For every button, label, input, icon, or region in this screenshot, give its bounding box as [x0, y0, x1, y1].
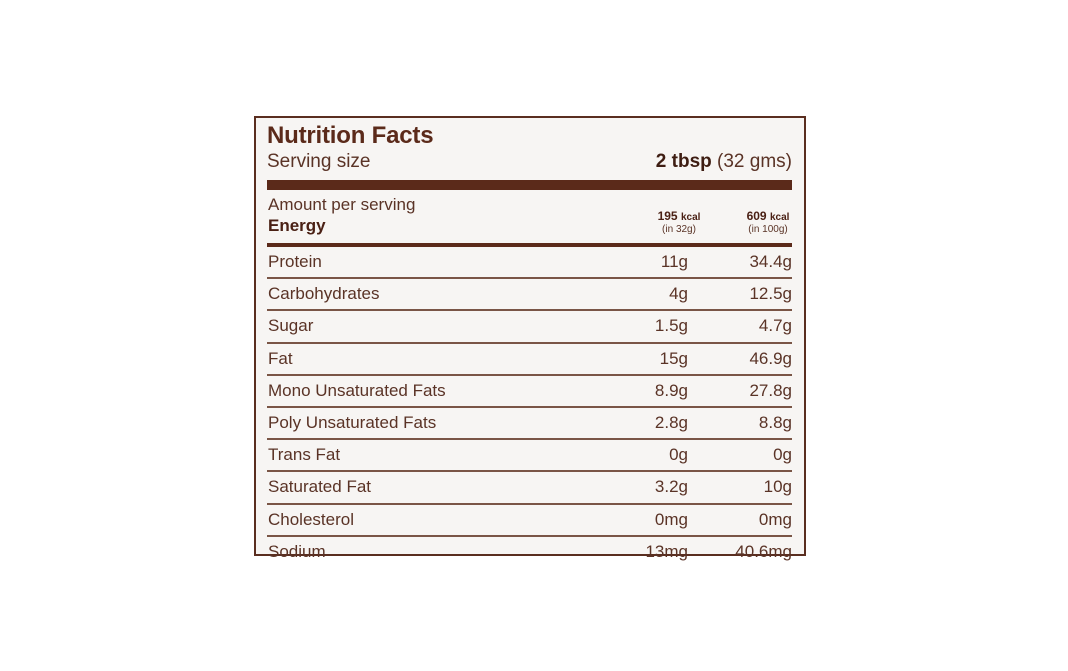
- nutrient-list: Protein 11g 34.4g Carbohydrates 4g 12.5g Sugar…: [267, 247, 792, 569]
- serving-size-row: Serving size 2 tbsp (32 gms): [267, 150, 792, 174]
- nutrient-per-100g: 8.8g: [758, 412, 792, 432]
- nutrient-row: Fat 15g 46.9g: [267, 344, 792, 376]
- nutrient-per-100g: 27.8g: [749, 380, 792, 400]
- energy-per-100g-value: 609: [746, 209, 767, 223]
- amount-per-serving-label: Amount per serving: [268, 195, 416, 214]
- energy-per-serving-unit: kcal: [680, 212, 701, 223]
- nutrient-per-100g: 46.9g: [749, 348, 792, 368]
- nutrient-name: Trans Fat: [268, 445, 341, 465]
- energy-per-serving-basis: (in 32g): [662, 224, 696, 235]
- energy-row: Amount per serving Energy 195 kcal (in 3…: [267, 190, 792, 243]
- nutrient-per-100g: 0mg: [758, 509, 792, 529]
- serving-size-detail: (32 gms): [717, 151, 792, 172]
- nutrient-row: Sugar 1.5g 4.7g: [267, 311, 792, 344]
- nutrient-per-100g: 0g: [773, 445, 792, 465]
- nutrient-name: Protein: [268, 252, 322, 271]
- nutrient-per-100g: 34.4g: [749, 252, 792, 271]
- energy-per-100g-basis: (in 100g): [748, 224, 788, 235]
- nutrition-facts-label: Nutrition Facts Serving size 2 tbsp (32 …: [254, 116, 806, 561]
- nutrient-row: Mono Unsaturated Fats 8.9g 27.8g: [267, 376, 792, 408]
- energy-per-serving-value: 195: [657, 209, 678, 223]
- medium-divider: [267, 243, 792, 247]
- energy-per-serving: 195 kcal (in 32g): [649, 210, 709, 236]
- nutrient-row: Trans Fat 0g 0g: [267, 440, 792, 473]
- nutrient-name: Carbohydrates: [268, 284, 380, 304]
- nutrient-per-serving: 15g: [659, 348, 688, 368]
- nutrient-row: Poly Unsaturated Fats 2.8g 8.8g: [267, 408, 792, 441]
- nutrient-name: Poly Unsaturated Fats: [268, 412, 437, 432]
- nutrient-per-serving: 0g: [669, 445, 688, 465]
- nutrient-row: Sodium 13mg 40.6mg: [267, 537, 792, 569]
- serving-size-amount: 2 tbsp: [655, 151, 712, 172]
- nutrient-per-serving: 3.2g: [654, 477, 688, 497]
- serving-size-value: 2 tbsp (32 gms): [656, 150, 792, 174]
- energy-per-100g: 609 kcal (in 100g): [738, 210, 798, 236]
- nutrient-per-serving: 8.9g: [654, 380, 688, 400]
- nutrient-per-100g: 4.7g: [758, 316, 792, 336]
- nutrient-per-serving: 13mg: [645, 541, 688, 561]
- nutrient-name: Sugar: [268, 316, 314, 336]
- nutrient-name: Sodium: [268, 541, 326, 561]
- nutrient-row: Cholesterol 0mg 0mg: [267, 505, 792, 537]
- thick-divider: [267, 180, 792, 190]
- serving-size-label: Serving size: [267, 151, 371, 172]
- nutrient-name: Mono Unsaturated Fats: [268, 380, 446, 400]
- nutrient-per-100g: 12.5g: [749, 284, 792, 304]
- nutrient-name: Saturated Fat: [268, 477, 372, 497]
- nutrient-name: Fat: [268, 348, 293, 368]
- nutrient-per-serving: 1.5g: [654, 316, 688, 336]
- label-title: Nutrition Facts: [267, 122, 434, 149]
- nutrient-per-serving: 4g: [669, 284, 688, 304]
- nutrient-row: Carbohydrates 4g 12.5g: [267, 279, 792, 312]
- nutrient-row: Protein 11g 34.4g: [267, 247, 792, 280]
- nutrient-per-100g: 40.6mg: [735, 541, 792, 561]
- nutrient-name: Cholesterol: [268, 509, 354, 529]
- nutrient-row: Saturated Fat 3.2g 10g: [267, 472, 792, 505]
- nutrient-per-serving: 2.8g: [654, 412, 688, 432]
- nutrient-per-serving: 11g: [660, 252, 688, 271]
- energy-label: Energy: [268, 216, 326, 235]
- nutrient-per-100g: 10g: [763, 477, 792, 497]
- nutrient-per-serving: 0mg: [654, 509, 688, 529]
- energy-per-100g-unit: kcal: [769, 212, 790, 223]
